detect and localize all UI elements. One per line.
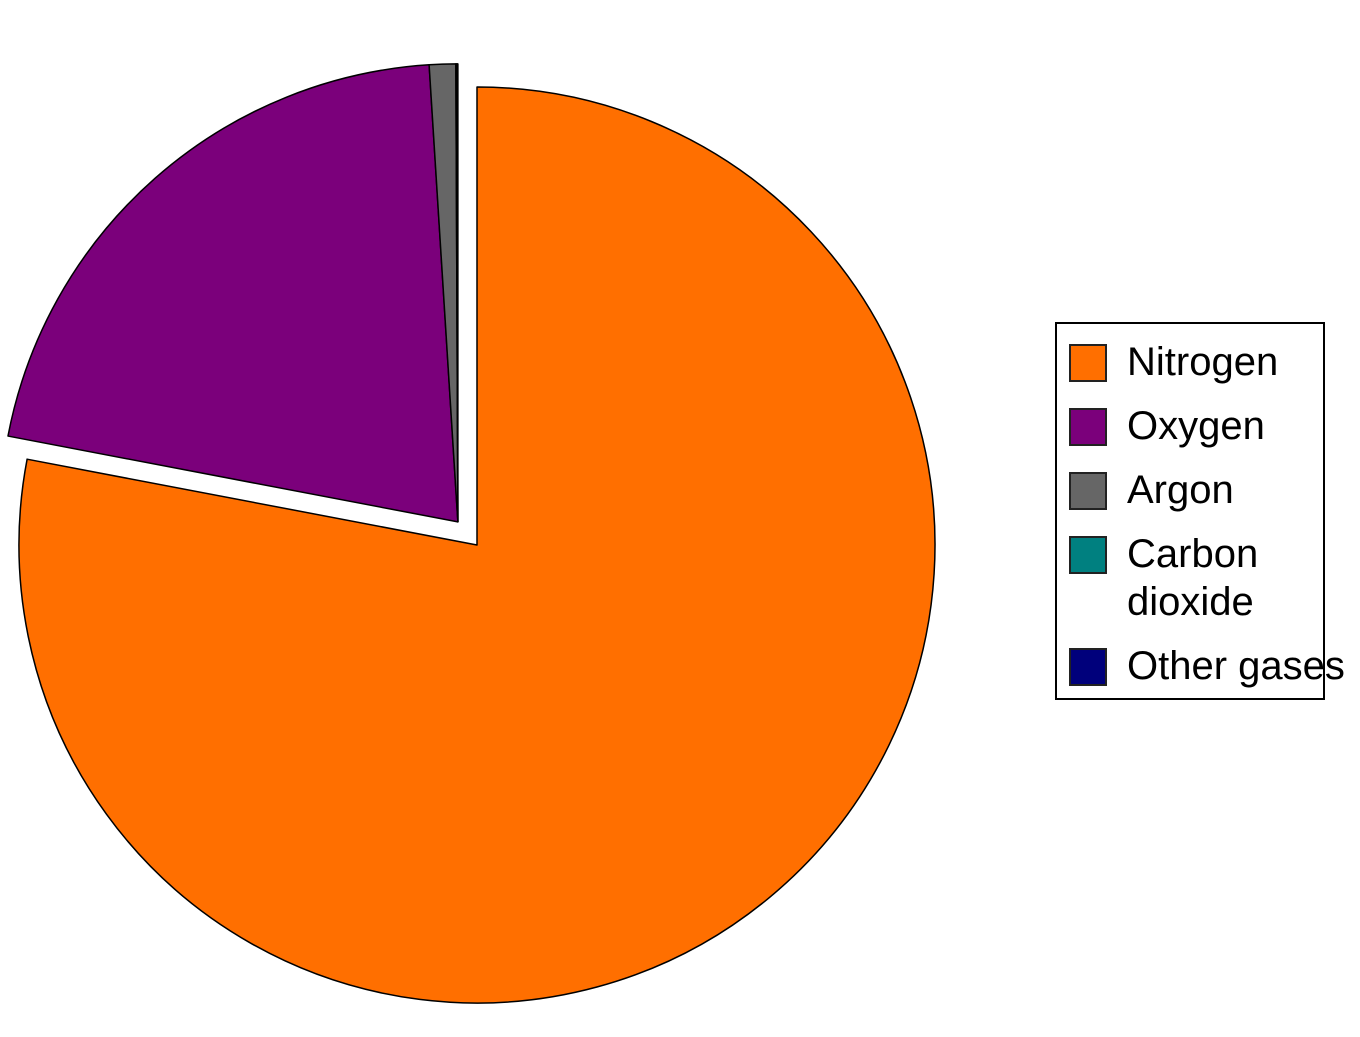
legend-label-nitrogen: Nitrogen <box>1127 340 1279 384</box>
legend-label-argon: Argon <box>1127 468 1234 512</box>
pie-slice-oxygen <box>7 64 459 523</box>
legend-swatch-argon <box>1069 472 1107 510</box>
pie-slice-other-gases <box>456 63 459 523</box>
legend-swatch-carbon-dioxide <box>1069 536 1107 574</box>
legend-item-other-gases: Other gases <box>1069 642 1345 690</box>
legend-item-nitrogen: Nitrogen <box>1069 338 1278 386</box>
legend-label-carbon-dioxide: Carbon dioxide <box>1127 532 1259 624</box>
legend-item-argon: Argon <box>1069 466 1234 514</box>
legend-item-carbon-dioxide: Carbon dioxide <box>1069 530 1287 626</box>
legend-label-other-gases: Other gases <box>1127 644 1345 688</box>
legend-swatch-other-gases <box>1069 648 1107 686</box>
legend-swatch-oxygen <box>1069 408 1107 446</box>
legend-label-oxygen: Oxygen <box>1127 404 1265 448</box>
pie-slice-nitrogen <box>18 86 936 1004</box>
chart-legend: Nitrogen Oxygen Argon Carbon dioxide Oth… <box>1055 322 1345 700</box>
legend-item-oxygen: Oxygen <box>1069 402 1265 450</box>
legend-swatch-nitrogen <box>1069 344 1107 382</box>
